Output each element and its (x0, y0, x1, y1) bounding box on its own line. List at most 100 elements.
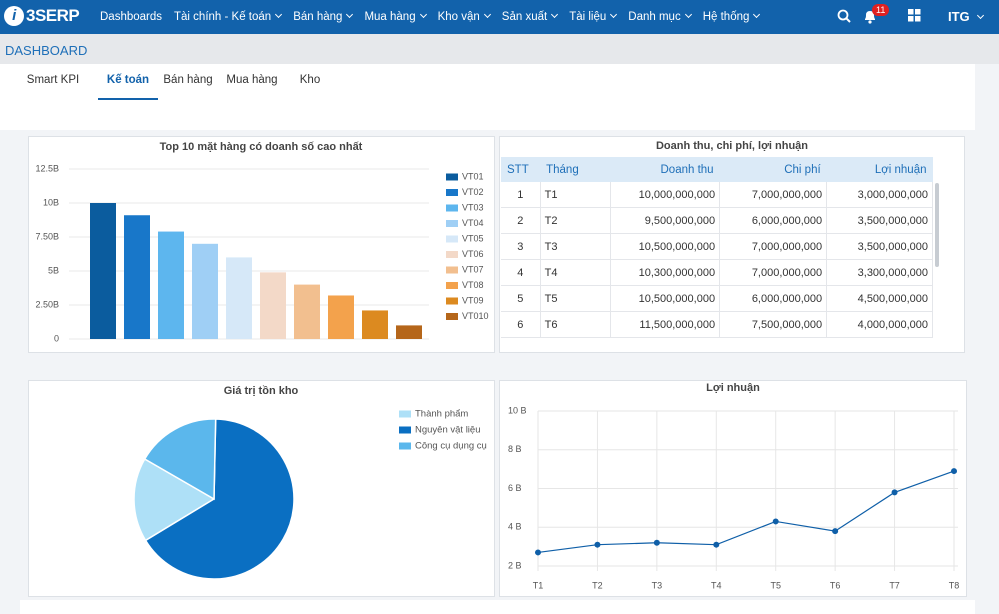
legend-swatch (446, 174, 458, 181)
line-point (713, 542, 719, 548)
legend-label[interactable]: Thành phẩm (415, 409, 468, 420)
table-cell: 4,500,000,000 (827, 286, 933, 312)
column-header: Doanh thu (610, 157, 719, 182)
legend-swatch (446, 189, 458, 196)
table-cell: 11,500,000,000 (610, 312, 719, 338)
table-cell: 6,000,000,000 (720, 208, 827, 234)
legend-label[interactable]: VT01 (462, 171, 484, 181)
menu-item[interactable]: Kho vận (438, 11, 490, 23)
legend-label[interactable]: VT08 (462, 280, 484, 290)
logo-text: 3SERP (26, 6, 79, 26)
table-cell: 4,000,000,000 (827, 312, 933, 338)
table: STTThángDoanh thuChi phíLợi nhuận1T110,0… (501, 157, 933, 351)
apps-icon[interactable] (908, 9, 921, 22)
table-title: Doanh thu, chi phí, lợi nhuận (500, 140, 964, 152)
legend-label[interactable]: VT03 (462, 202, 484, 212)
x-tick-label: T8 (949, 580, 960, 590)
x-tick-label: T5 (770, 580, 781, 590)
legend-label[interactable]: VT02 (462, 187, 484, 197)
bar-panel: Top 10 mặt hàng có doanh số cao nhất02.5… (28, 136, 495, 353)
logo[interactable]: i3SERP (4, 6, 79, 26)
table-cell: T6 (540, 312, 610, 338)
bar (362, 310, 388, 339)
y-tick-label: 10B (43, 197, 59, 207)
table-cell: 5 (501, 286, 540, 312)
menu-item[interactable]: Tài chính - Kế toán (174, 11, 281, 23)
menu-item[interactable]: Bán hàng (293, 11, 352, 23)
tab[interactable]: Mua hàng (224, 74, 280, 98)
tab[interactable]: Bán hàng (160, 74, 216, 98)
legend-label[interactable]: VT09 (462, 295, 484, 305)
pie-chart: Giá trị tồn khoThành phẩmNguyên vật liệu… (29, 381, 494, 596)
legend-swatch (446, 282, 458, 289)
bar (192, 244, 218, 339)
table-row (501, 338, 933, 352)
menu-item[interactable]: Danh mục (628, 11, 690, 23)
table-panel: Doanh thu, chi phí, lợi nhuận STTThángDo… (499, 136, 965, 353)
tab[interactable]: Kế toán (98, 74, 158, 100)
table-cell: 3,000,000,000 (827, 182, 933, 208)
table-row: 6T611,500,000,0007,500,000,0004,000,000,… (501, 312, 933, 338)
table-row: 3T310,500,000,0007,000,000,0003,500,000,… (501, 234, 933, 260)
legend-label[interactable]: VT04 (462, 218, 484, 228)
y-tick-label: 10 B (508, 405, 527, 415)
bar (90, 203, 116, 339)
menu: Dashboards Tài chính - Kế toán Bán hàng Mua… (100, 0, 771, 34)
bar (328, 295, 354, 339)
legend-label[interactable]: Nguyên vật liệu (415, 425, 480, 436)
x-tick-label: T3 (652, 580, 663, 590)
y-tick-label: 2.50B (35, 299, 59, 309)
table-cell: 6 (501, 312, 540, 338)
legend-swatch (446, 220, 458, 227)
legend-label[interactable]: Công cụ dụng cụ (415, 441, 487, 452)
table-row: 4T410,300,000,0007,000,000,0003,300,000,… (501, 260, 933, 286)
table-cell: 9,500,000,000 (610, 208, 719, 234)
legend-swatch (446, 251, 458, 258)
search-icon[interactable] (837, 9, 851, 23)
table-cell: T1 (540, 182, 610, 208)
table-row: 2T29,500,000,0006,000,000,0003,500,000,0… (501, 208, 933, 234)
menu-item[interactable]: Mua hàng (364, 11, 425, 23)
notification-badge: 11 (872, 4, 889, 16)
legend-swatch (399, 443, 411, 450)
tab[interactable]: Kho (290, 74, 330, 98)
y-tick-label: 6 B (508, 483, 522, 493)
line-point (951, 468, 957, 474)
y-tick-label: 12.5B (35, 163, 59, 173)
scrollbar[interactable] (935, 183, 939, 267)
menu-item[interactable]: Dashboards (100, 11, 162, 23)
line-point (594, 542, 600, 548)
line-panel: Lợi nhuận2 B4 B6 B8 B10 BT1T2T3T4T5T6T7T… (499, 380, 967, 597)
legend-swatch (399, 427, 411, 434)
menu-item[interactable]: Sản xuất (502, 11, 557, 23)
legend-swatch (446, 267, 458, 274)
legend-label[interactable]: VT07 (462, 264, 484, 274)
legend-label[interactable]: VT06 (462, 249, 484, 259)
user-menu[interactable]: ITG (948, 9, 983, 24)
legend-label[interactable]: VT010 (462, 311, 489, 321)
table-row: 5T510,500,000,0006,000,000,0004,500,000,… (501, 286, 933, 312)
column-header: Chi phí (720, 157, 827, 182)
bar (226, 257, 252, 339)
page-title: DASHBOARD (5, 43, 87, 58)
x-tick-label: T1 (533, 580, 544, 590)
y-tick-label: 2 B (508, 560, 522, 570)
footer-strip (20, 600, 975, 614)
line-point (832, 528, 838, 534)
table-scroll: STTThángDoanh thuChi phíLợi nhuận1T110,0… (501, 157, 933, 351)
chart-title: Lợi nhuận (706, 382, 760, 394)
bar (396, 325, 422, 339)
table-row: 1T110,000,000,0007,000,000,0003,000,000,… (501, 182, 933, 208)
line-point (535, 549, 541, 555)
line-chart: Lợi nhuận2 B4 B6 B8 B10 BT1T2T3T4T5T6T7T… (500, 381, 966, 596)
column-header: Lợi nhuận (827, 157, 933, 182)
table-cell: 10,500,000,000 (610, 234, 719, 260)
y-tick-label: 4 B (508, 522, 522, 532)
tab[interactable]: Smart KPI (18, 74, 88, 98)
chart-title: Top 10 mặt hàng có doanh số cao nhất (160, 141, 363, 153)
menu-item[interactable]: Tài liệu (569, 11, 616, 23)
legend-label[interactable]: VT05 (462, 233, 484, 243)
bar (124, 215, 150, 339)
line-series (538, 471, 954, 552)
menu-item[interactable]: Hệ thống (703, 11, 760, 23)
